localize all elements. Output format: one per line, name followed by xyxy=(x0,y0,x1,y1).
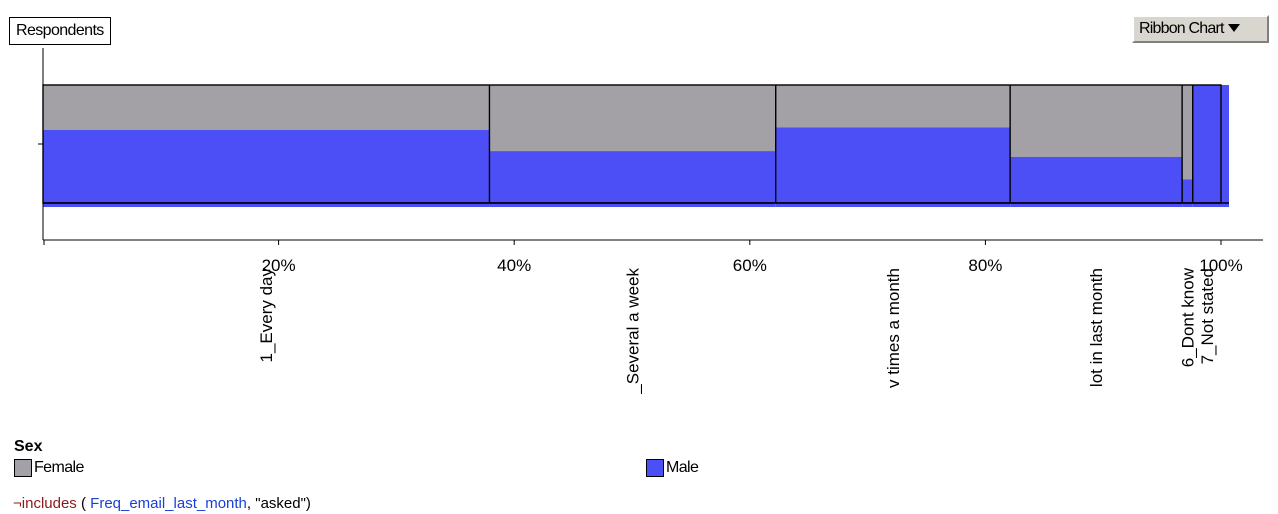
segment-male xyxy=(775,127,1011,207)
x-tick-label: 100% xyxy=(1199,256,1242,275)
segment-female xyxy=(1182,85,1193,180)
segment-male xyxy=(43,129,490,207)
filter-variable: Freq_email_last_month xyxy=(90,495,247,512)
axes xyxy=(38,48,1263,241)
legend-title: Sex xyxy=(14,438,43,455)
x-tick-label: 80% xyxy=(968,256,1002,275)
x-axis-ticks: 20% 40% 60% 80% 100% xyxy=(43,240,1243,275)
filter-open-paren: ( xyxy=(80,495,86,512)
legend-item-female[interactable]: Female xyxy=(14,456,84,478)
filter-negation: ¬ xyxy=(13,495,22,512)
category-labels: 1_Every day _Several a week v times a mont… xyxy=(257,267,1217,394)
x-tick-label: 60% xyxy=(733,256,767,275)
chart-type-label: Ribbon Chart xyxy=(1139,20,1224,37)
category-label: 7_Not stated xyxy=(1198,268,1217,364)
legend-label-female: Female xyxy=(34,459,84,476)
respondents-label[interactable]: Respondents xyxy=(9,17,111,45)
ribbon-segments xyxy=(43,85,1229,207)
segment-female xyxy=(43,85,490,130)
category-label: lot in last month xyxy=(1087,268,1106,387)
segment-male xyxy=(1192,85,1229,207)
segment-female xyxy=(775,85,1011,128)
filter-function: includes xyxy=(21,495,77,512)
segment-female xyxy=(1010,85,1183,157)
chart-type-dropdown[interactable]: Ribbon Chart xyxy=(1132,15,1269,43)
legend-item-male[interactable]: Male xyxy=(646,456,699,478)
segment-male xyxy=(1010,156,1183,207)
legend-label-male: Male xyxy=(666,459,699,476)
filter-rest: , "asked") xyxy=(246,495,311,512)
x-tick-label: 40% xyxy=(497,256,531,275)
category-label: 6_Dont know xyxy=(1178,267,1197,367)
segment-male xyxy=(1182,179,1193,207)
dropdown-arrow-icon xyxy=(1227,24,1240,32)
segment-male xyxy=(489,151,776,207)
filter-expression[interactable]: ¬includes ( Freq_email_last_month, "aske… xyxy=(13,495,311,512)
category-label: v times a month xyxy=(884,268,903,388)
segment-female xyxy=(489,85,776,152)
category-label: _Several a week xyxy=(624,268,643,395)
category-label: 1_Every day xyxy=(257,268,276,363)
female-swatch xyxy=(14,459,32,477)
x-tick-label: 20% xyxy=(262,256,296,275)
male-swatch xyxy=(646,459,664,477)
